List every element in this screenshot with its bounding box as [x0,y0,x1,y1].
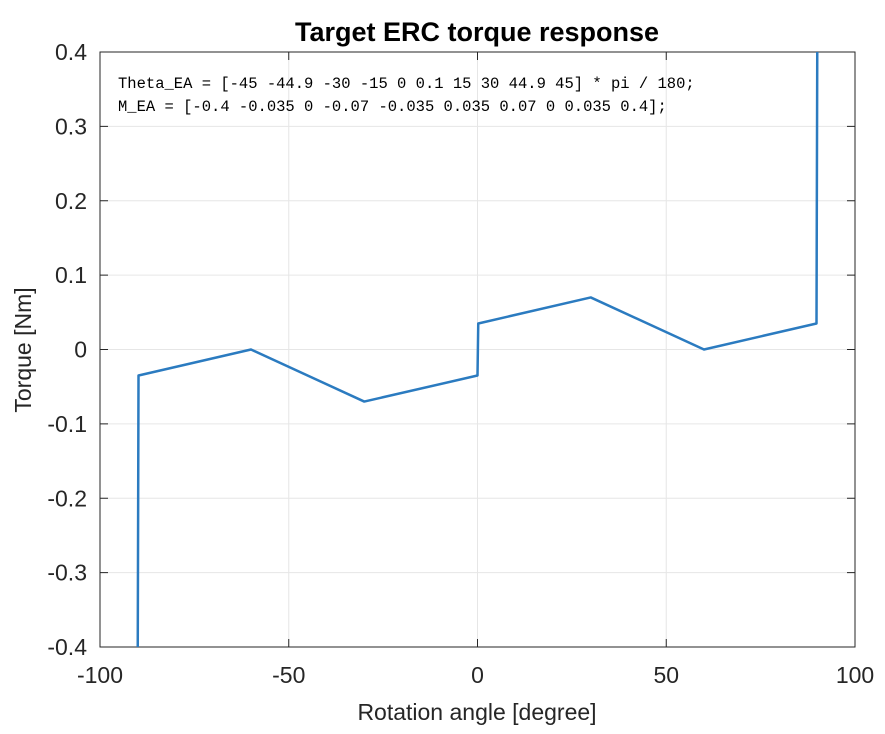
series-line [136,51,819,648]
y-tick-label: -0.4 [47,634,87,660]
chart-title: Target ERC torque response [295,17,659,47]
x-tick-label: 0 [471,662,484,688]
y-tick-label: 0.4 [55,39,87,65]
y-tick-label: -0.2 [47,485,87,511]
y-tick-label: 0.3 [55,113,87,139]
y-tick-label: -0.3 [47,560,87,586]
ticks: -100 -50 0 50 100 -0.4 -0.3 -0.2 -0.1 0 0.1 0.2 0.3 0… [47,39,874,688]
x-tick-label: 100 [836,662,874,688]
series-layer [136,51,819,648]
annotation-line-1: Theta_EA = [-45 -44.9 -30 -15 0 0.1 15 3… [118,75,695,93]
x-tick-label: -50 [272,662,305,688]
y-tick-label: 0 [74,337,87,363]
x-tick-label: 50 [653,662,679,688]
y-tick-label: -0.1 [47,411,87,437]
x-axis-label: Rotation angle [degree] [357,699,596,725]
y-axis-label: Torque [Nm] [10,287,36,412]
annotation-line-2: M_EA = [-0.4 -0.035 0 -0.07 -0.035 0.035… [118,98,667,116]
y-tick-label: 0.1 [55,262,87,288]
y-tick-label: 0.2 [55,188,87,214]
x-tick-label: -100 [77,662,123,688]
